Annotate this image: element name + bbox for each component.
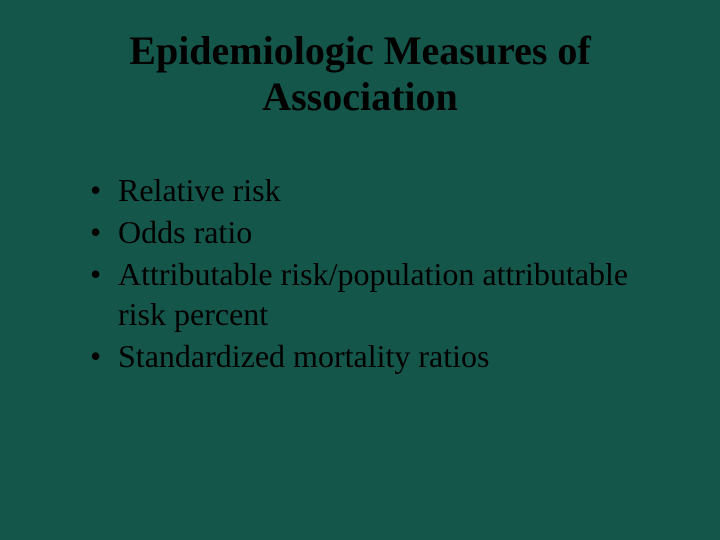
list-item: Standardized mortality ratios <box>90 336 660 376</box>
slide: Epidemiologic Measures of Association Re… <box>0 0 720 540</box>
bullet-text: Relative risk <box>118 172 281 208</box>
title-line-1: Epidemiologic Measures of <box>129 28 590 73</box>
title-line-2: Association <box>262 74 458 119</box>
list-item: Relative risk <box>90 170 660 210</box>
list-item: Odds ratio <box>90 212 660 252</box>
bullet-list: Relative risk Odds ratio Attributable ri… <box>60 170 660 376</box>
bullet-text: Standardized mortality ratios <box>118 338 489 374</box>
slide-title: Epidemiologic Measures of Association <box>60 28 660 120</box>
bullet-text: Attributable risk/population attributabl… <box>118 256 628 332</box>
list-item: Attributable risk/population attributabl… <box>90 254 660 334</box>
bullet-text: Odds ratio <box>118 214 252 250</box>
